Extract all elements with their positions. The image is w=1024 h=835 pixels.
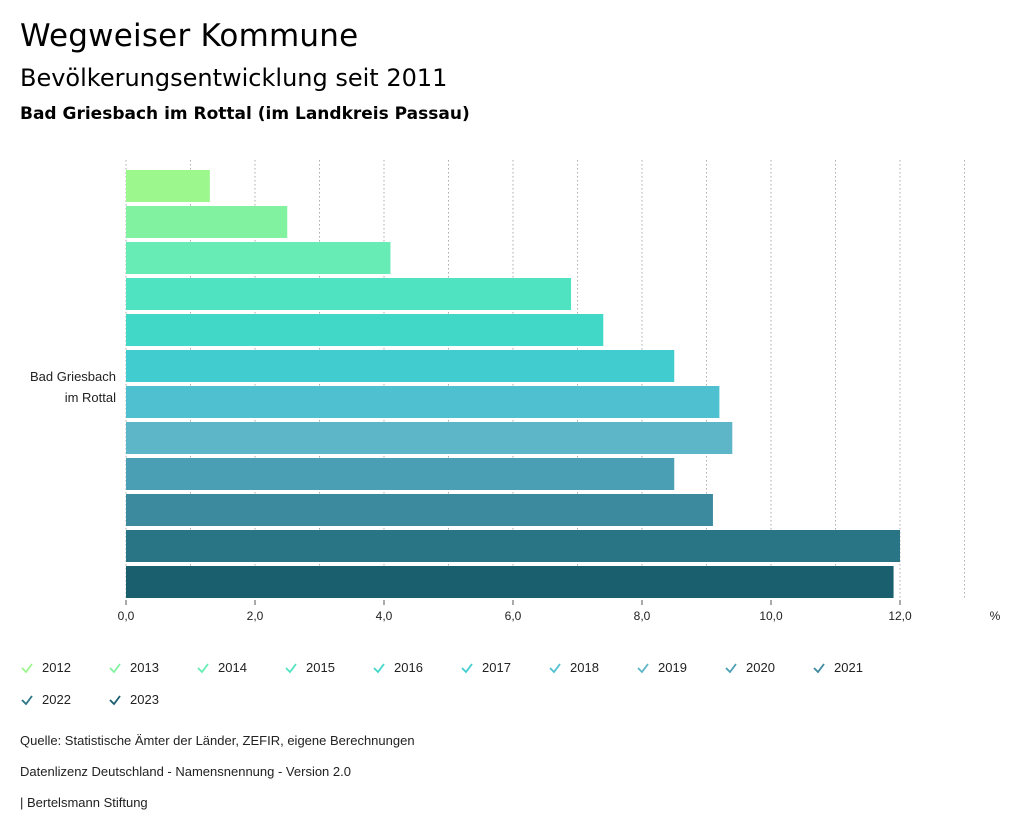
legend-label: 2013	[130, 660, 159, 675]
check-icon	[725, 662, 737, 673]
bar-2013	[126, 206, 288, 238]
bar-2012	[126, 170, 210, 202]
check-icon	[109, 662, 121, 673]
legend-item-2018[interactable]: 2018	[548, 660, 599, 675]
legend-item-2017[interactable]: 2017	[460, 660, 511, 675]
legend-label: 2018	[570, 660, 599, 675]
region-label: Bad Griesbach im Rottal (im Landkreis Pa…	[20, 104, 470, 124]
category-label: im Rottal	[65, 390, 116, 405]
legend-item-2016[interactable]: 2016	[372, 660, 423, 675]
legend-item-2020[interactable]: 2020	[724, 660, 775, 675]
check-icon	[373, 662, 385, 673]
legend-label: 2019	[658, 660, 687, 675]
x-tick-label: 8,0	[634, 609, 651, 623]
legend-label: 2022	[42, 692, 71, 707]
legend-item-2019[interactable]: 2019	[636, 660, 687, 675]
check-icon	[197, 662, 209, 673]
legend-item-2015[interactable]: 2015	[284, 660, 335, 675]
legend-item-2014[interactable]: 2014	[196, 660, 247, 675]
bar-2017	[126, 350, 675, 382]
source-text: Quelle: Statistische Ämter der Länder, Z…	[20, 733, 415, 748]
bar-2022	[126, 530, 900, 562]
x-tick-label: 10,0	[759, 609, 783, 623]
legend-item-2022[interactable]: 2022	[20, 692, 71, 707]
legend-label: 2021	[834, 660, 863, 675]
x-tick-label: 0,0	[118, 609, 135, 623]
x-axis-unit: %	[990, 609, 1001, 623]
legend-label: 2017	[482, 660, 511, 675]
legend-item-2012[interactable]: 2012	[20, 660, 71, 675]
x-tick-label: 4,0	[376, 609, 393, 623]
legend-label: 2012	[42, 660, 71, 675]
bar-2018	[126, 386, 720, 418]
check-icon	[637, 662, 649, 673]
bar-2020	[126, 458, 675, 490]
check-icon	[461, 662, 473, 673]
legend-item-2021[interactable]: 2021	[812, 660, 863, 675]
x-tick-label: 2,0	[247, 609, 264, 623]
bar-2023	[126, 566, 894, 598]
legend-item-2023[interactable]: 2023	[108, 692, 159, 707]
legend-label: 2020	[746, 660, 775, 675]
x-tick-label: 6,0	[505, 609, 522, 623]
check-icon	[813, 662, 825, 673]
legend-label: 2016	[394, 660, 423, 675]
legend-item-2013[interactable]: 2013	[108, 660, 159, 675]
license-text: Datenlizenz Deutschland - Namensnennung …	[20, 764, 351, 779]
bar-2019	[126, 422, 733, 454]
bar-2015	[126, 278, 572, 310]
check-icon	[109, 694, 121, 705]
check-icon	[549, 662, 561, 673]
publisher-text: | Bertelsmann Stiftung	[20, 795, 148, 810]
page-title: Wegweiser Kommune	[20, 18, 359, 54]
bar-2016	[126, 314, 604, 346]
bar-chart: 0,0 2,0 4,0 6,0 8,0 10,0 12,0 % Bad Griesbach im …	[30, 160, 1001, 623]
bar-2021	[126, 494, 713, 526]
x-tick-label: 12,0	[888, 609, 912, 623]
category-label: Bad Griesbach	[30, 369, 116, 384]
check-icon	[21, 662, 33, 673]
chart-subtitle: Bevölkerungsentwicklung seit 2011	[20, 64, 448, 92]
bar-2014	[126, 242, 391, 274]
legend-label: 2015	[306, 660, 335, 675]
legend-label: 2014	[218, 660, 247, 675]
check-icon	[285, 662, 297, 673]
legend-label: 2023	[130, 692, 159, 707]
check-icon	[21, 694, 33, 705]
